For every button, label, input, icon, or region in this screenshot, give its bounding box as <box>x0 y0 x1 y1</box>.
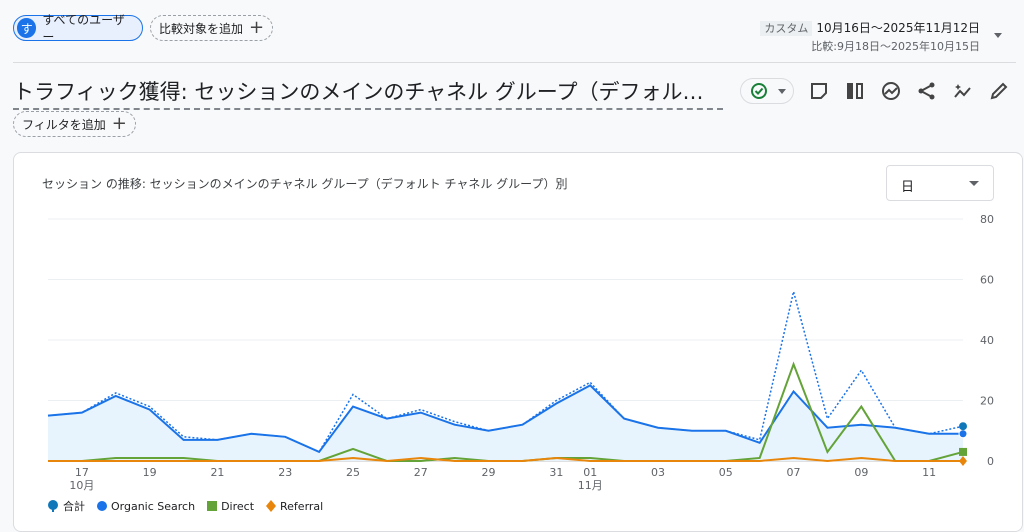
date-dropdown-icon[interactable] <box>994 33 1002 42</box>
granularity-value: 日 <box>901 180 915 195</box>
date-range-picker[interactable]: カスタム 10月16日～2025年11月12日 比較:9月18日～2025年10月… <box>760 19 980 54</box>
segment-chip[interactable]: すすべてのユーザー <box>13 13 143 44</box>
granularity-select[interactable]: 日 <box>886 165 994 201</box>
segment-avatar: す <box>17 18 37 38</box>
y-tick-label: 40 <box>980 334 994 347</box>
x-tick-label: 09 <box>854 466 868 479</box>
compare-columns-icon[interactable] <box>844 80 866 102</box>
x-tick-label: 03 <box>651 466 665 479</box>
legend-label: Direct <box>221 499 255 513</box>
x-tick-label: 27 <box>414 466 428 479</box>
legend-label: Organic Search <box>111 499 196 513</box>
add-comparison-button[interactable]: 比較対象を追加 + <box>150 15 274 41</box>
x-tick-label: 23 <box>278 466 292 479</box>
x-tick-label: 21 <box>210 466 224 479</box>
y-tick-label: 20 <box>980 395 994 408</box>
x-tick-month: 10月 <box>69 479 94 492</box>
x-tick-label: 01 <box>583 466 597 479</box>
x-tick-label: 07 <box>787 466 801 479</box>
series-line-0 <box>47 291 964 453</box>
chevron-down-icon <box>969 181 979 191</box>
chart-legend: 合計 Organic Search Direct Referral <box>47 498 323 514</box>
chart-card: セッション の推移: セッションのメインのチャネル グループ（デフォルト チャネ… <box>13 152 1023 532</box>
chevron-down-icon <box>778 88 786 98</box>
series-end-marker <box>959 447 967 456</box>
date-tag: カスタム <box>760 21 813 36</box>
y-tick-label: 60 <box>980 274 994 287</box>
x-tick-label: 17 <box>75 466 89 479</box>
chart-title: セッション の推移: セッションのメインのチャネル グループ（デフォルト チャネ… <box>42 177 568 191</box>
add-comparison-label: 比較対象を追加 <box>159 21 244 36</box>
date-range: 10月16日～2025年11月12日 <box>816 21 980 35</box>
status-button[interactable] <box>740 78 794 104</box>
legend-label: Referral <box>280 499 324 513</box>
insights-icon[interactable] <box>880 80 902 102</box>
legend-label: 合計 <box>63 500 85 513</box>
series-end-marker <box>958 429 968 439</box>
legend-item[interactable]: Referral <box>266 500 323 513</box>
series-area <box>48 385 963 461</box>
legend-marker-icon <box>207 501 218 511</box>
compare-range: 比較:9月18日～2025年10月15日 <box>811 40 980 53</box>
x-tick-label: 19 <box>143 466 157 479</box>
x-tick-month: 11月 <box>578 479 603 492</box>
x-tick-label: 11 <box>922 466 936 479</box>
page-title[interactable]: トラフィック獲得: セッションのメインのチャネル グループ（デフォルト チャネル… <box>13 76 723 110</box>
segment-label: すべてのユーザー <box>42 13 125 44</box>
legend-marker-icon <box>97 501 107 511</box>
x-tick-label: 05 <box>719 466 733 479</box>
series-end-marker <box>959 456 967 466</box>
y-tick-label: 80 <box>980 213 994 226</box>
legend-item[interactable]: 合計 <box>47 498 85 514</box>
legend-item[interactable]: Organic Search <box>97 500 195 513</box>
series-end-marker <box>959 422 967 431</box>
share-icon[interactable] <box>916 80 938 102</box>
check-circle-icon <box>751 83 767 99</box>
legend-marker-icon <box>266 500 277 512</box>
plus-icon: + <box>249 17 265 38</box>
add-filter-label: フィルタを追加 <box>22 117 106 132</box>
plus-icon: + <box>111 113 127 134</box>
note-icon[interactable] <box>808 80 830 102</box>
legend-marker-icon <box>47 500 59 512</box>
add-filter-button[interactable]: フィルタを追加 + <box>13 111 136 137</box>
series-line-3 <box>48 456 963 463</box>
x-tick-label: 29 <box>482 466 496 479</box>
sparkle-trend-icon[interactable] <box>952 80 974 102</box>
x-tick-label: 25 <box>346 466 360 479</box>
legend-item[interactable]: Direct <box>207 500 254 513</box>
pencil-icon[interactable] <box>988 80 1010 102</box>
x-tick-label: 31 <box>549 466 563 479</box>
divider <box>13 62 1016 63</box>
y-tick-label: 0 <box>987 455 994 468</box>
